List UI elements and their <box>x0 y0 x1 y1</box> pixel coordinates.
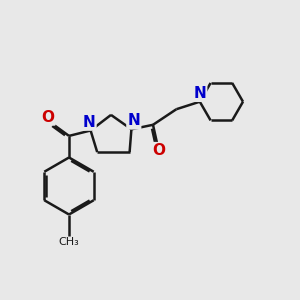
Text: O: O <box>152 143 166 158</box>
Text: CH₃: CH₃ <box>58 237 80 247</box>
Text: N: N <box>128 113 140 128</box>
Text: N: N <box>194 86 206 101</box>
Text: O: O <box>41 110 55 124</box>
Text: N: N <box>83 115 95 130</box>
